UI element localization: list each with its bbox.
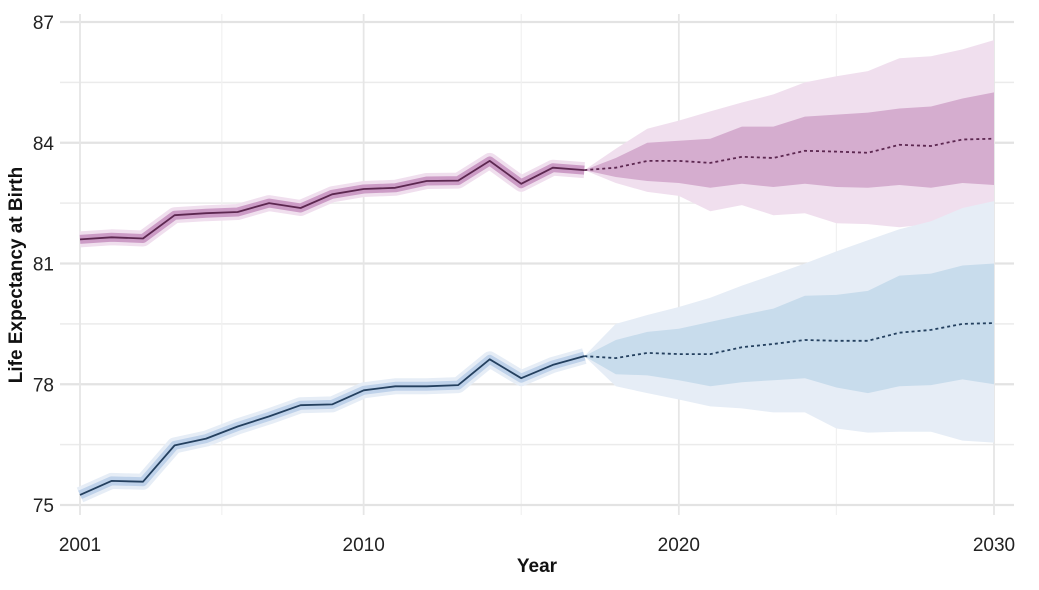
x-axis-title: Year <box>517 556 558 577</box>
lower-forecast-line <box>584 322 995 359</box>
y-tick-label-81: 81 <box>33 255 54 276</box>
y-tick-label-87: 87 <box>33 13 54 34</box>
x-tick-labels: 2001 2010 2020 2030 <box>59 535 1015 556</box>
y-tick-label-75: 75 <box>33 496 54 517</box>
y-axis-title: Life Expectancy at Birth <box>6 167 27 383</box>
series-lines <box>79 137 995 496</box>
upper-forecast-line <box>584 137 995 171</box>
upper-observed-line <box>79 160 585 241</box>
y-tick-labels: 75 78 81 84 87 <box>33 13 55 517</box>
upper-forecast-inner-band <box>584 92 994 188</box>
x-tick-label-2010: 2010 <box>343 535 385 556</box>
x-tick-label-2001: 2001 <box>59 535 101 556</box>
lower-observed-outer-band <box>76 348 587 503</box>
lower-forecast-inner-band <box>584 263 994 394</box>
x-tick-label-2020: 2020 <box>658 535 700 556</box>
uncertainty-bands <box>76 40 994 503</box>
y-tick-label-78: 78 <box>33 375 54 396</box>
x-tick-label-2030: 2030 <box>973 535 1015 556</box>
lower-observed-line <box>79 355 585 496</box>
y-tick-label-84: 84 <box>33 134 55 155</box>
